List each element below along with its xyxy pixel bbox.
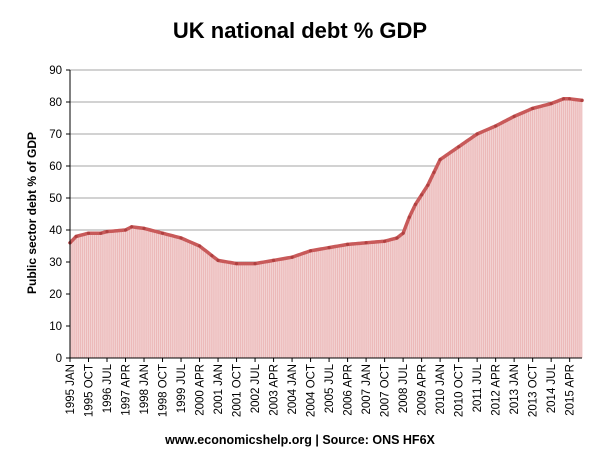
x-tick-label: 2004 OCT bbox=[306, 364, 318, 417]
y-tick-label: 0 bbox=[56, 353, 62, 365]
x-tick-label: 2010 JAN bbox=[435, 364, 447, 415]
data-point bbox=[364, 241, 368, 245]
data-point bbox=[413, 202, 418, 206]
data-point bbox=[216, 258, 220, 262]
y-axis-title: Public sector debt % of GDP bbox=[25, 132, 39, 294]
data-point bbox=[512, 114, 516, 118]
data-point bbox=[253, 262, 257, 266]
data-point bbox=[395, 236, 399, 240]
area-fill bbox=[70, 98, 582, 359]
x-tick-label: 2013 JAN bbox=[509, 364, 521, 415]
x-tick-label: 2007 JAN bbox=[361, 364, 373, 415]
x-tick-label: 2012 APR bbox=[491, 364, 503, 416]
x-tick-label: 1996 JUL bbox=[102, 363, 114, 413]
data-point bbox=[438, 158, 442, 162]
y-tick-label: 20 bbox=[49, 289, 62, 301]
x-tick-label: 2001 JAN bbox=[213, 364, 225, 415]
y-tick-label: 40 bbox=[49, 225, 62, 237]
data-point bbox=[561, 97, 566, 101]
data-point bbox=[580, 98, 584, 102]
data-point bbox=[457, 145, 461, 149]
axes bbox=[66, 69, 582, 362]
x-tick-label: 1998 JAN bbox=[139, 364, 151, 415]
data-point bbox=[105, 230, 109, 234]
plot-area bbox=[68, 97, 584, 359]
data-point bbox=[197, 244, 202, 248]
x-tick-label: 1998 OCT bbox=[158, 364, 170, 417]
y-tick-label: 30 bbox=[49, 257, 62, 269]
x-tick-label: 1999 JUL bbox=[176, 363, 188, 413]
x-tick-label: 2010 OCT bbox=[454, 364, 466, 417]
data-point bbox=[130, 225, 134, 229]
data-point bbox=[142, 226, 146, 230]
x-tick-label: 2009 APR bbox=[417, 364, 429, 416]
data-point bbox=[420, 193, 424, 197]
data-point bbox=[549, 102, 553, 106]
data-point bbox=[426, 183, 430, 187]
y-tick-labels: 0 10 20 30 40 50 60 70 80 90 bbox=[49, 65, 62, 365]
x-tick-label: 2008 JUL bbox=[398, 363, 410, 413]
y-tick-label: 60 bbox=[49, 161, 62, 173]
x-tick-label: 2001 OCT bbox=[232, 364, 244, 417]
data-point bbox=[234, 262, 239, 266]
data-point bbox=[160, 231, 165, 235]
x-tick-label: 2013 OCT bbox=[528, 364, 540, 417]
x-tick-label: 2006 APR bbox=[343, 364, 355, 416]
data-point bbox=[74, 234, 78, 238]
data-point bbox=[345, 242, 350, 246]
y-tick-label: 70 bbox=[49, 129, 62, 141]
x-tick-label: 2007 OCT bbox=[380, 364, 392, 417]
x-tick-label: 2014 JUL bbox=[546, 363, 558, 413]
data-point bbox=[210, 254, 214, 258]
y-tick-label: 80 bbox=[49, 97, 62, 109]
data-point bbox=[123, 228, 128, 232]
data-point bbox=[179, 236, 183, 240]
source-caption: www.economicshelp.org | Source: ONS HF6X bbox=[165, 433, 435, 447]
x-tick-label: 2000 APR bbox=[195, 364, 207, 416]
x-tick-label: 2015 APR bbox=[565, 364, 577, 416]
x-tick-label: 2011 JUL bbox=[472, 363, 484, 412]
data-point bbox=[401, 231, 405, 235]
data-point bbox=[475, 132, 479, 136]
data-point bbox=[407, 215, 411, 219]
x-tick-label: 2002 JUL bbox=[250, 363, 262, 413]
data-point bbox=[494, 124, 498, 128]
x-tick-labels: 1995 JAN 1995 OCT 1996 JUL 1997 APR 1998 JAN… bbox=[65, 363, 577, 417]
x-tick-label: 1995 JAN bbox=[65, 364, 77, 415]
data-point bbox=[432, 170, 436, 174]
x-tick-label: 2004 JAN bbox=[287, 364, 299, 415]
x-tick-label: 2005 JUL bbox=[324, 363, 336, 413]
y-tick-label: 50 bbox=[49, 193, 62, 205]
y-tick-label: 90 bbox=[49, 65, 62, 77]
x-tick-label: 2003 APR bbox=[269, 364, 281, 416]
data-point bbox=[531, 106, 535, 110]
data-point bbox=[99, 231, 103, 235]
data-point bbox=[86, 231, 91, 235]
chart-title: UK national debt % GDP bbox=[172, 18, 428, 43]
x-tick-label: 1995 OCT bbox=[84, 364, 96, 417]
data-point bbox=[327, 246, 331, 250]
y-tick-label: 10 bbox=[49, 321, 62, 333]
data-point bbox=[568, 97, 572, 101]
x-tick-label: 1997 APR bbox=[121, 364, 133, 416]
data-point bbox=[271, 258, 276, 262]
data-point bbox=[290, 255, 294, 259]
data-point bbox=[383, 239, 387, 243]
data-point bbox=[308, 249, 313, 253]
